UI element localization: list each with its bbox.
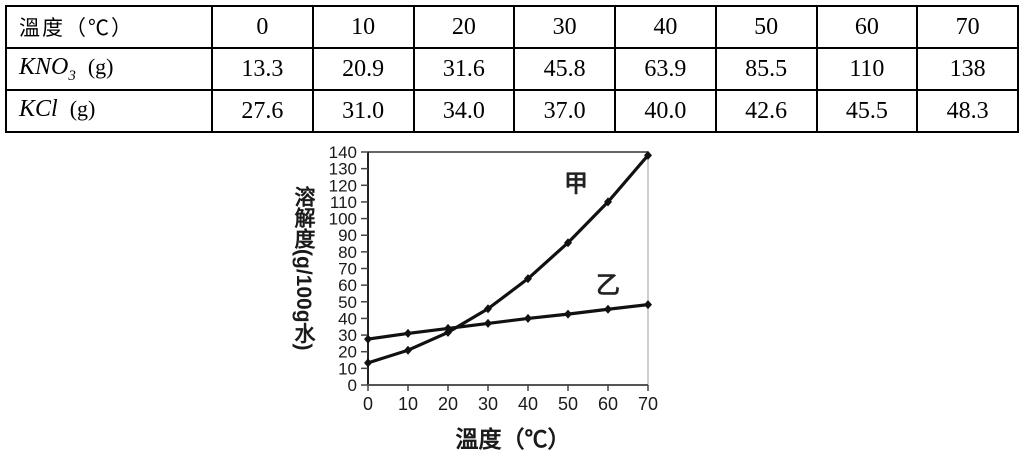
temp-cell: 40 [614,5,717,49]
data-point-marker-乙 [604,304,612,314]
x-tick-label: 50 [558,394,578,414]
kcl-header-cell: KCl (g) [5,89,213,133]
x-axis-title: 溫度（℃） [455,426,571,452]
x-tick-label: 0 [363,394,373,414]
kno3-value-cell: 13.3 [211,47,314,91]
y-tick-label: 40 [338,309,357,328]
x-tick-label: 30 [478,394,498,414]
series-line-乙 [367,303,649,341]
data-point-marker-乙 [524,313,532,323]
temp-cell: 20 [412,5,516,49]
y-tick-label: 50 [338,293,357,312]
kcl-value-cell: 37.0 [513,89,616,133]
y-tick-label: 100 [329,210,357,229]
data-point-marker-甲 [564,238,572,248]
data-point-marker-乙 [364,334,372,344]
temp-cell: 70 [916,5,1019,49]
table-row-kcl: KCl (g) 27.6 31.0 34.0 37.0 40.0 42.6 45.… [5,89,1019,133]
y-axis-title: 溶解度(g/100g水) [292,186,316,351]
temp-cell: 50 [714,5,818,49]
table-row-header: 溫度（℃） 0 10 20 30 40 50 60 70 [5,5,1019,49]
data-point-marker-甲 [364,358,372,368]
y-tick-label: 10 [338,359,357,378]
series-label-甲: 甲 [564,171,588,198]
kcl-value-cell: 31.0 [311,89,415,133]
kno3-formula: KNO3 [19,53,76,84]
table-row-kno3: KNO3 (g) 13.3 20.9 31.6 45.8 63.9 85.5 11… [5,47,1019,91]
data-point-marker-乙 [644,300,652,310]
kcl-value-cell: 48.3 [916,89,1019,133]
data-point-marker-甲 [644,150,652,160]
data-point-marker-甲 [484,304,492,314]
data-point-marker-甲 [404,345,412,355]
series-line-甲 [367,154,650,365]
kcl-value-cell: 27.6 [211,89,314,133]
x-tick-label: 60 [598,394,618,414]
kcl-value-cell: 40.0 [614,89,717,133]
kno3-value-cell: 45.8 [513,47,616,91]
y-tick-label: 20 [338,343,357,362]
kno3-value-cell: 85.5 [714,47,818,91]
x-tick-label: 20 [438,394,458,414]
series-label-乙: 乙 [596,272,620,299]
y-tick-label: 110 [330,193,357,212]
temperature-header-cell: 溫度（℃） [5,5,213,49]
kcl-value-cell: 34.0 [412,89,516,133]
temp-cell: 60 [815,5,919,49]
kcl-formula: KCl [19,95,58,122]
temp-cell: 10 [311,5,415,49]
temp-cell: 30 [513,5,616,49]
data-point-marker-乙 [484,318,492,328]
solubility-table: 溫度（℃） 0 10 20 30 40 50 60 70 KNO3 (g) 13.… [5,5,1019,133]
data-point-marker-乙 [444,323,452,333]
temperature-header-label: 溫度（℃） [19,16,134,40]
x-tick-label: 70 [638,394,658,414]
y-tick-label: 90 [338,226,357,245]
y-tick-label: 120 [329,176,357,195]
x-tick-label: 10 [398,394,418,414]
temp-cell: 0 [211,5,314,49]
data-point-marker-甲 [524,274,532,284]
kno3-value-cell: 31.6 [412,47,516,91]
y-tick-label: 30 [338,326,357,345]
y-tick-label: 130 [329,160,357,179]
y-tick-label: 70 [338,260,357,279]
data-point-marker-乙 [564,309,572,319]
kcl-unit: (g) [69,95,96,121]
data-point-marker-甲 [604,197,612,207]
kcl-value-cell: 42.6 [714,89,818,133]
kno3-value-cell: 138 [916,47,1019,91]
y-tick-label: 60 [338,276,357,295]
kno3-value-cell: 63.9 [614,47,717,91]
data-point-marker-乙 [404,328,412,338]
y-tick-label: 0 [348,376,357,395]
kno3-header-cell: KNO3 (g) [5,47,213,91]
kno3-value-cell: 110 [815,47,919,91]
kno3-value-cell: 20.9 [311,47,415,91]
y-tick-label: 80 [338,243,357,262]
kno3-unit: (g) [87,53,114,79]
y-tick-label: 140 [329,143,357,162]
kcl-value-cell: 45.5 [815,89,919,133]
x-tick-label: 40 [518,394,538,414]
